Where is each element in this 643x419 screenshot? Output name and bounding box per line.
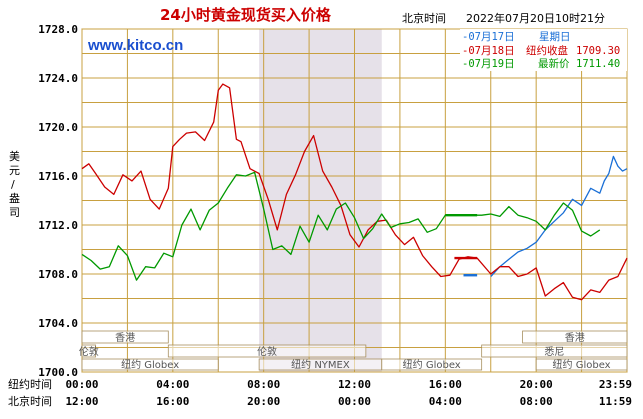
- y-axis-label-char: 美: [9, 150, 20, 163]
- series-line-2: [81, 171, 601, 281]
- legend-date-green: -07月19日: [462, 58, 515, 70]
- x-tick-label: 04:00: [156, 378, 189, 391]
- y-axis-ticks: 1700.0 1704.0 1708.0 1712.0 1716.0 1720.0 1724…: [38, 23, 78, 379]
- beijing-time-label: 北京时间: [402, 11, 446, 25]
- kitco-watermark: www.kitco.cn: [87, 37, 183, 54]
- datetime-stamp: 2022年07月20日10时21分: [466, 11, 605, 25]
- bj-time-row-label: 北京时间: [8, 394, 52, 408]
- x-tick-label: 23:59: [599, 378, 632, 391]
- x-tick-label: 08:00: [520, 395, 553, 408]
- price-series: [81, 83, 628, 301]
- x-tick-label: 16:00: [429, 378, 462, 391]
- legend-date-blue: -07月17日: [462, 31, 515, 43]
- session-label: 纽约 Globex: [553, 358, 611, 371]
- x-axis-ticks: 00:00 04:00 08:00 12:00 16:00 20:00 23:59 12:00…: [65, 378, 632, 408]
- session-bar: [535, 358, 628, 371]
- y-tick-label: 1708.0: [38, 268, 78, 281]
- session-label: 悉尼: [544, 346, 564, 358]
- x-tick-label: 11:59: [599, 395, 632, 408]
- y-axis-label-char: 元: [9, 164, 20, 177]
- legend-desc-green: 最新价: [538, 57, 570, 70]
- x-tick-label: 08:00: [247, 378, 280, 391]
- session-label: 纽约 Globex: [121, 358, 179, 371]
- y-axis-label-char: 司: [9, 206, 20, 219]
- x-tick-label: 12:00: [65, 395, 98, 408]
- session-label: 纽约 Globex: [403, 358, 461, 371]
- session-bar: [167, 344, 367, 358]
- series-line-1: [81, 83, 628, 301]
- y-tick-label: 1716.0: [38, 170, 78, 183]
- y-tick-label: 1700.0: [38, 366, 78, 379]
- session-label: 纽约 NYMEX: [291, 358, 350, 371]
- x-tick-label: 20:00: [247, 395, 280, 408]
- session-label: 香港: [115, 332, 135, 344]
- y-tick-label: 1712.0: [38, 219, 78, 232]
- session-bar: [81, 358, 219, 371]
- legend: -07月17日 星期日 -07月18日 纽约收盘 1709.30 -07月19日…: [460, 29, 627, 71]
- y-axis-label-char: 盎: [9, 191, 20, 205]
- chart-title: 24小时黄金现货买入价格: [160, 6, 332, 24]
- session-bar: [81, 330, 169, 344]
- legend-value-red: 1709.30: [576, 45, 620, 57]
- x-tick-label: 00:00: [65, 378, 98, 391]
- y-axis-label: 美 元 / 盎 司: [9, 150, 20, 219]
- session-label: 伦敦: [79, 345, 99, 358]
- y-axis-label-char: /: [11, 178, 15, 191]
- session-label: 香港: [565, 332, 585, 344]
- x-tick-label: 16:00: [156, 395, 189, 408]
- session-bar: [522, 330, 628, 344]
- x-tick-label: 04:00: [429, 395, 462, 408]
- x-tick-label: 00:00: [338, 395, 371, 408]
- series-line-0: [490, 155, 628, 277]
- x-tick-label: 20:00: [520, 378, 553, 391]
- y-tick-label: 1704.0: [38, 317, 78, 330]
- y-tick-label: 1720.0: [38, 121, 78, 134]
- y-tick-label: 1728.0: [38, 23, 78, 36]
- ny-time-row-label: 纽约时间: [8, 377, 52, 391]
- session-bar: [381, 358, 483, 371]
- x-tick-label: 12:00: [338, 378, 371, 391]
- session-label: 伦敦: [257, 345, 277, 358]
- legend-value-green: 1711.40: [576, 58, 620, 70]
- y-tick-label: 1724.0: [38, 72, 78, 85]
- session-bar: [81, 344, 97, 358]
- legend-box: [460, 29, 627, 71]
- legend-desc-blue: 星期日: [539, 31, 571, 43]
- legend-date-red: -07月18日: [462, 45, 515, 57]
- session-bar: [481, 344, 628, 358]
- legend-desc-red: 纽约收盘: [526, 44, 568, 57]
